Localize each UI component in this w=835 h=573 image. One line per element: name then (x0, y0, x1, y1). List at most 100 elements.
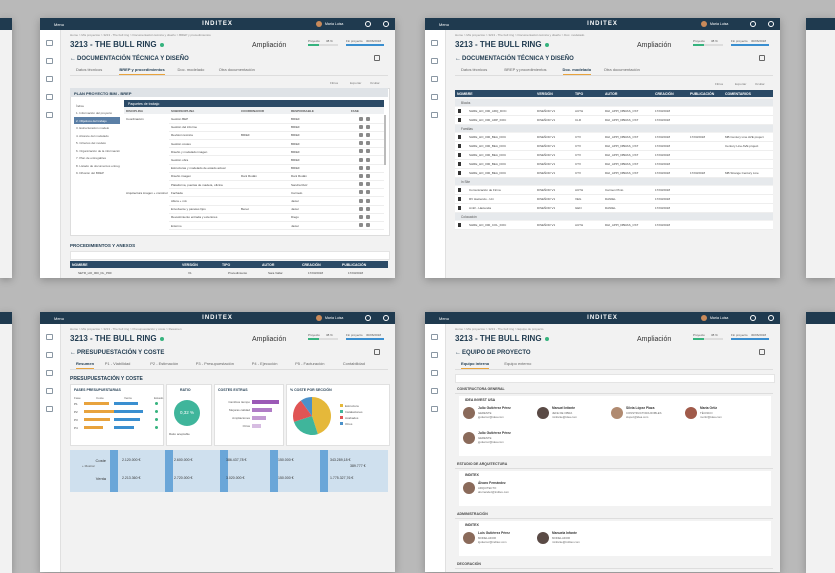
index-item[interactable]: 1. Información del proyecto (76, 111, 113, 115)
row-line (169, 171, 384, 173)
tab[interactable]: Equipo externo (504, 361, 532, 366)
tab[interactable]: Equipo interno (461, 361, 490, 369)
cell: AUTH (575, 188, 584, 193)
index-item[interactable]: 3. Estructuración modelo (76, 126, 110, 130)
rail-icon[interactable] (431, 112, 438, 118)
rail-icon[interactable] (46, 76, 53, 82)
menu-button[interactable]: Menu (439, 316, 450, 321)
ratio-value: 0,32 % (179, 410, 194, 415)
tab[interactable]: Otra documentación (603, 67, 640, 72)
column-header: NOMBRE (72, 262, 88, 267)
help-icon[interactable] (383, 315, 389, 321)
tab[interactable]: Contabilidad (342, 361, 365, 366)
rail-icon[interactable] (431, 352, 438, 358)
settings-icon[interactable] (365, 315, 371, 321)
settings-icon[interactable] (365, 21, 371, 27)
tab[interactable]: Doc. modelado (562, 67, 592, 75)
tab[interactable]: P1 - Viabilidad (104, 361, 131, 366)
action[interactable]: Exportar (735, 82, 747, 86)
settings-icon[interactable] (750, 315, 756, 321)
rail-icon[interactable] (431, 406, 438, 412)
rail-icon[interactable] (431, 58, 438, 64)
index-item[interactable]: Índice (76, 103, 85, 108)
action[interactable]: Ocultar (370, 81, 380, 85)
rail-icon[interactable] (431, 388, 438, 394)
column-header: RESPONSABLE (291, 108, 314, 113)
side-rail (425, 30, 446, 278)
settings-icon[interactable] (750, 21, 756, 27)
cell: 17/03/2018 (655, 171, 671, 176)
tab[interactable]: Datos técnicos (76, 67, 103, 72)
cell: CTV (575, 153, 581, 158)
cell: DISEÑOR V1 (537, 135, 556, 140)
tab[interactable]: Datos técnicos (461, 67, 488, 72)
rail-icon[interactable] (431, 334, 438, 340)
rail-icon[interactable] (431, 76, 438, 82)
rail-icon[interactable] (46, 388, 53, 394)
tab[interactable]: BREP y procedimientos (504, 67, 547, 72)
phase-icon (366, 124, 370, 129)
menu-button[interactable]: Menu (54, 316, 65, 321)
tab[interactable]: Doc. modelado (177, 67, 205, 72)
cell: Dani Rodán (291, 174, 307, 179)
cell: SHRE_HO_000_COL_DOC (469, 223, 507, 228)
rail-icon[interactable] (431, 370, 438, 376)
rail-icon[interactable] (46, 370, 53, 376)
more-link[interactable]: + Mostrar (82, 464, 95, 468)
group-line (455, 568, 773, 569)
cost-bar (84, 410, 114, 413)
rail-icon[interactable] (46, 58, 53, 64)
end-date: 30/06/2018 (366, 39, 382, 43)
section-title: DOCUMENTACIÓN TÉCNICA Y DISEÑO (77, 56, 189, 62)
back-arrow: ← (455, 56, 461, 62)
tab[interactable]: P3 - Presupuestación (195, 361, 234, 366)
card-title: RATIO (180, 388, 191, 392)
action[interactable]: Filtros (330, 81, 339, 85)
sale-bar (114, 418, 140, 421)
index-item[interactable]: 7. Plan de entregables (76, 156, 107, 160)
index-item[interactable]: 8. Listado de documentos entregables (76, 163, 120, 168)
row-line (169, 188, 384, 190)
index-item[interactable]: 2. Objetivos del trabajo (74, 117, 120, 124)
tab[interactable]: Otra documentación (218, 67, 255, 72)
progress-label: Proyecto (693, 39, 705, 43)
group-line (455, 468, 773, 469)
help-icon[interactable] (383, 21, 389, 27)
tab[interactable]: Resumen (76, 361, 95, 369)
action[interactable]: Ocultar (755, 82, 765, 86)
amount: 2.720.000 € (174, 476, 193, 480)
cell: Revisión técnica (171, 133, 193, 138)
index-item[interactable]: 6. Organización de la información (76, 148, 120, 153)
rail-icon[interactable] (431, 40, 438, 46)
legend-label: Acabados (345, 415, 359, 420)
cell: Dani Rodán (241, 174, 257, 179)
menu-button[interactable]: Menu (54, 22, 65, 27)
column-header: PUBLICACIÓN (690, 91, 715, 96)
phase-label: P3 (74, 418, 78, 422)
action[interactable]: Exportar (350, 81, 362, 85)
index-item[interactable]: 9. Difusión del BREP (76, 171, 105, 175)
edge-panel (0, 18, 12, 278)
strip-column (110, 450, 118, 492)
legend-swatch (340, 410, 343, 413)
rail-icon[interactable] (46, 352, 53, 358)
index-item[interactable]: 4. Alcance del modelado (76, 133, 109, 138)
row (455, 221, 773, 230)
rail-icon[interactable] (46, 40, 53, 46)
menu-button[interactable]: Menu (439, 22, 450, 27)
rail-icon[interactable] (46, 334, 53, 340)
row-line (169, 147, 384, 149)
help-icon[interactable] (768, 21, 774, 27)
rail-icon[interactable] (46, 112, 53, 118)
rail-icon[interactable] (46, 94, 53, 100)
action[interactable]: Filtros (715, 82, 724, 86)
tab[interactable]: P2 - Estimación (150, 361, 179, 366)
help-icon[interactable] (768, 315, 774, 321)
rail-icon[interactable] (46, 406, 53, 412)
index-item[interactable]: 5. Criterios del modelo (76, 141, 107, 145)
tab[interactable]: P5 - Facturación (295, 361, 325, 366)
tab[interactable]: P4 - Ejecución (251, 361, 278, 366)
tab[interactable]: BREP y procedimientos (119, 67, 165, 75)
rail-icon[interactable] (431, 94, 438, 100)
bar-label: Otros (242, 424, 250, 428)
